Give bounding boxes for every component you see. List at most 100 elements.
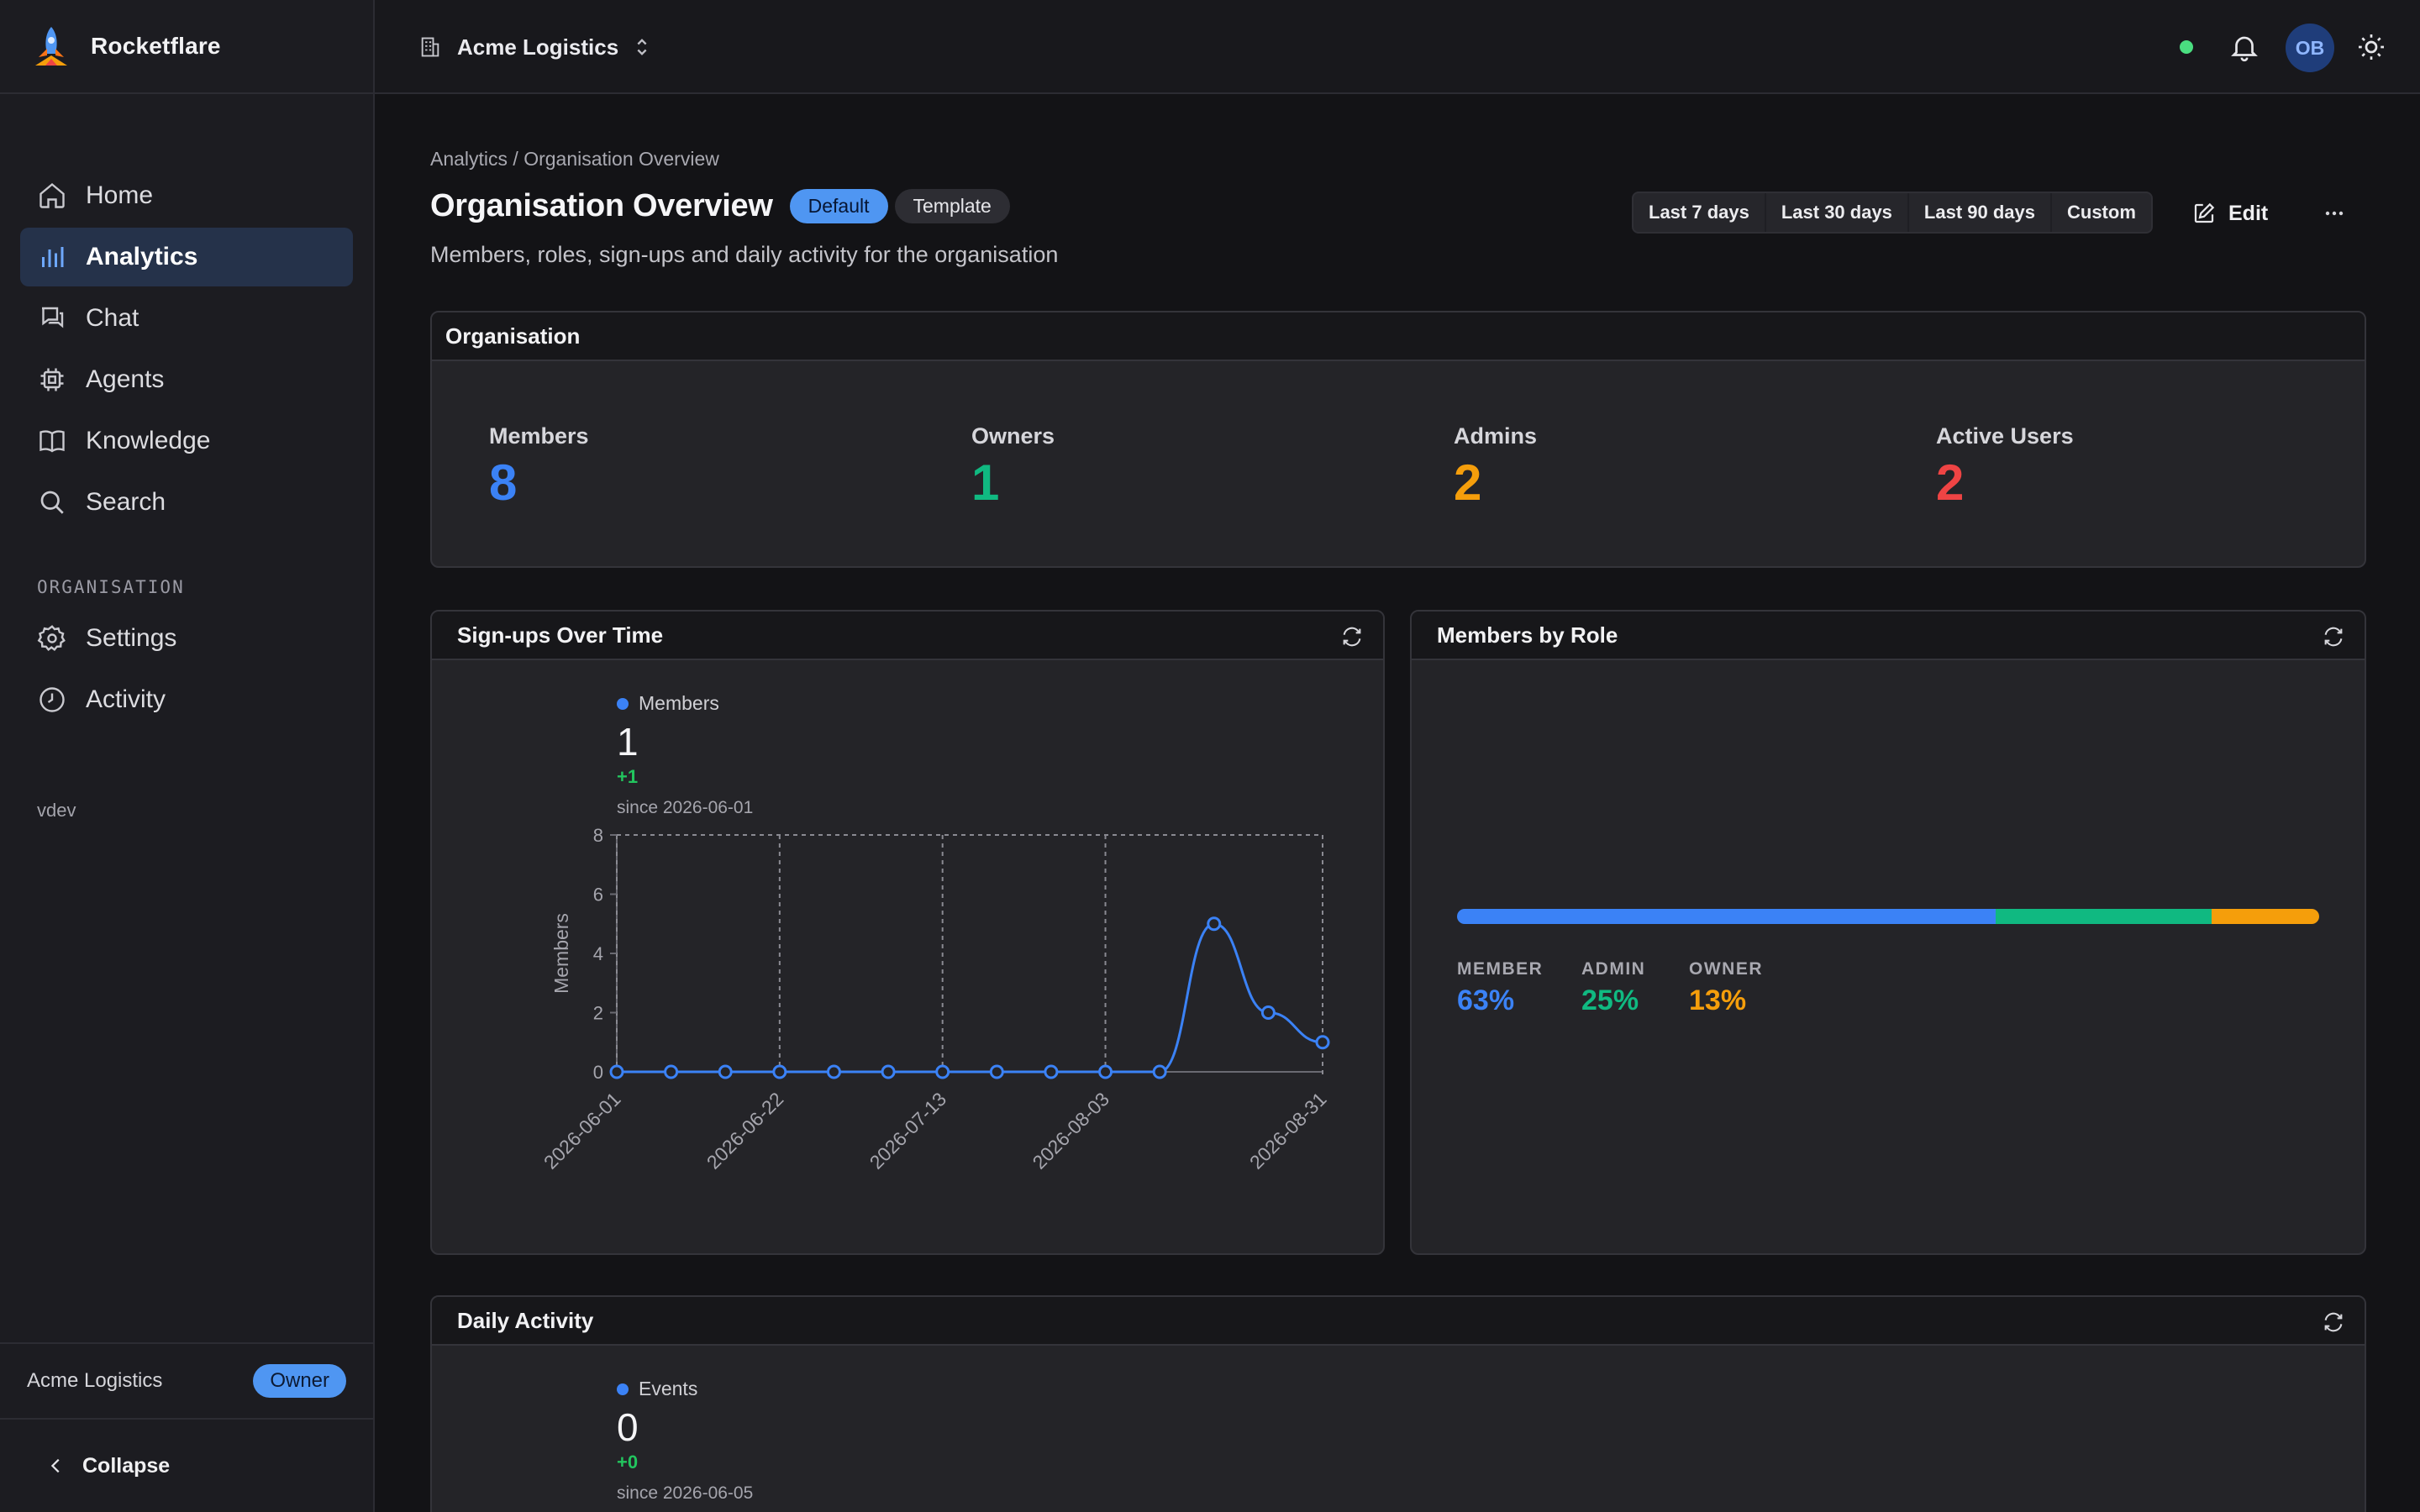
sidebar-item-label: Agents	[86, 365, 165, 393]
sidebar-item-activity[interactable]: Activity	[20, 670, 353, 729]
range-custom[interactable]: Custom	[2067, 202, 2136, 223]
sidebar-item-search[interactable]: Search	[20, 473, 353, 532]
organisation-card: Organisation Members 8 Owners 1 Admins 2…	[430, 311, 2366, 568]
sidebar-section-label: ORGANISATION	[37, 577, 185, 597]
data-point	[935, 1064, 950, 1079]
collapse-label: Collapse	[82, 1453, 171, 1478]
data-point	[1315, 1035, 1330, 1050]
data-point	[1152, 1064, 1167, 1079]
sidebar-item-label: Settings	[86, 624, 177, 652]
edit-button[interactable]: Edit	[2191, 193, 2268, 234]
stat-value: 1	[971, 454, 1000, 511]
role-bar-segment-owner	[2211, 909, 2319, 924]
sidebar-item-knowledge[interactable]: Knowledge	[20, 412, 353, 470]
legend-dot	[617, 1383, 629, 1395]
data-point	[1207, 916, 1222, 932]
role-legend-admin: ADMIN 25%	[1581, 959, 1645, 1017]
current-value: 0	[617, 1405, 639, 1449]
data-point	[1098, 1064, 1113, 1079]
stat-label: Owners	[971, 423, 1055, 449]
x-tick-label: 2026-06-22	[702, 1088, 788, 1173]
search-icon	[40, 491, 64, 514]
card-header: Daily Activity	[432, 1297, 2365, 1346]
legend-label: Members	[639, 692, 719, 714]
sidebar-item-label: Analytics	[86, 243, 198, 270]
card-header: Organisation	[432, 312, 2365, 361]
status-indicator	[2180, 40, 2193, 54]
role-name: OWNER	[1689, 959, 1763, 979]
card-title: Sign-ups Over Time	[457, 622, 664, 648]
collapse-button[interactable]: Collapse	[0, 1418, 373, 1512]
range-last-90-days[interactable]: Last 90 days	[1909, 193, 2052, 232]
user-avatar[interactable]: OB	[2286, 24, 2334, 72]
role-name: MEMBER	[1457, 959, 1544, 979]
bell-icon[interactable]	[2228, 30, 2260, 64]
page-title: Organisation Overview	[430, 188, 773, 223]
sidebar-item-chat[interactable]: Chat	[20, 289, 353, 348]
y-axis-label: Members	[550, 913, 572, 994]
x-tick-label: 2026-08-31	[1245, 1088, 1331, 1173]
more-options-icon[interactable]	[2316, 195, 2353, 232]
sidebar-item-label: Activity	[86, 685, 166, 713]
role-percent: 13%	[1689, 984, 1747, 1016]
stat-value: 2	[1454, 454, 1482, 511]
sun-icon[interactable]	[2356, 32, 2386, 62]
data-point	[989, 1064, 1004, 1079]
sidebar-org-name: Acme Logistics	[27, 1369, 163, 1392]
sidebar-item-label: Chat	[86, 304, 139, 332]
role-badge: Owner	[253, 1364, 346, 1398]
legend-dot	[617, 697, 629, 710]
building-icon	[421, 37, 439, 57]
main-content: Analytics / Organisation Overview Organi…	[375, 96, 2420, 1512]
clock-icon	[39, 687, 65, 712]
refresh-icon[interactable]	[2321, 625, 2346, 648]
chat-icon	[42, 307, 64, 328]
refresh-icon[interactable]	[1339, 625, 1365, 648]
since-date: since 2026-06-01	[617, 798, 754, 817]
refresh-icon[interactable]	[2321, 1310, 2346, 1334]
book-icon	[39, 430, 65, 453]
role-bar-segment-member	[1457, 909, 1996, 924]
data-point	[881, 1064, 896, 1079]
stat-admins: Admins 2	[1454, 423, 1537, 508]
stat-value: 2	[1936, 454, 1965, 511]
chevron-left-icon	[50, 1458, 60, 1473]
y-tick-label: 8	[593, 825, 603, 846]
stat-label: Members	[489, 423, 589, 449]
delta-value: +0	[617, 1452, 639, 1473]
data-point	[1260, 1005, 1276, 1020]
data-point	[1044, 1064, 1059, 1079]
y-tick-label: 2	[593, 1003, 603, 1024]
brand[interactable]: Rocketflare	[0, 0, 373, 94]
sidebar-item-agents[interactable]: Agents	[20, 350, 353, 409]
current-value: 1	[617, 720, 639, 764]
range-last-7-days[interactable]: Last 7 days	[1634, 193, 1766, 232]
default-badge: Default	[789, 189, 888, 223]
stat-value: 8	[489, 454, 518, 511]
role-percent: 25%	[1581, 984, 1639, 1016]
data-point	[718, 1064, 733, 1079]
bar-chart-icon	[42, 247, 64, 267]
sidebar-item-settings[interactable]: Settings	[20, 609, 353, 668]
role-legend-owner: OWNER 13%	[1689, 959, 1763, 1017]
series-line-members	[616, 922, 1323, 1074]
top-bar: Acme Logistics OB	[375, 0, 2420, 94]
data-point	[609, 1064, 624, 1079]
page-subtitle: Members, roles, sign-ups and daily activ…	[430, 242, 1059, 267]
role-percent: 63%	[1457, 984, 1515, 1016]
edit-label: Edit	[2228, 201, 2269, 225]
stat-active-users: Active Users 2	[1936, 423, 2074, 508]
sidebar-org-footer[interactable]: Acme Logistics Owner	[0, 1342, 373, 1418]
range-last-30-days[interactable]: Last 30 days	[1766, 193, 1909, 232]
sidebar-item-home[interactable]: Home	[20, 166, 353, 225]
org-switcher[interactable]: Acme Logistics	[418, 30, 650, 64]
signups-card: Sign-ups Over Time Members 1 +1 since 20…	[430, 610, 1385, 1255]
x-tick-label: 2026-07-13	[865, 1088, 951, 1173]
sidebar-item-analytics[interactable]: Analytics	[20, 228, 353, 286]
home-icon	[39, 182, 65, 208]
role-legend-member: MEMBER 63%	[1457, 959, 1543, 1017]
breadcrumb[interactable]: Analytics / Organisation Overview	[430, 148, 719, 170]
data-point	[826, 1064, 841, 1079]
chart-legend: Events	[617, 1378, 697, 1400]
stat-label: Admins	[1454, 423, 1538, 449]
